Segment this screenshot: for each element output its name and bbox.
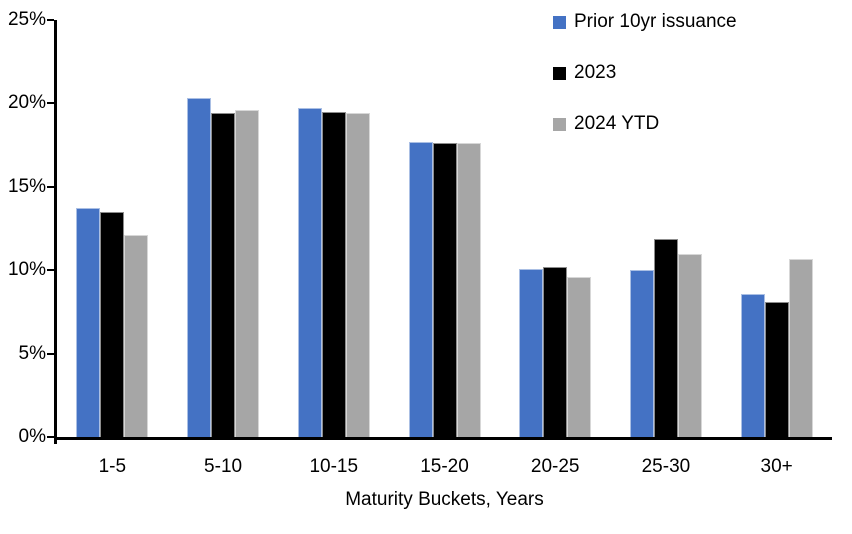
legend-swatch-icon [553, 117, 566, 131]
bar-2023 [653, 238, 678, 437]
y-tick-label: 5% [18, 342, 46, 364]
y-tick-mark [47, 352, 54, 355]
y-tick-mark [47, 185, 54, 188]
bar-2024-ytd [345, 113, 370, 437]
legend-item-2023: 2023 [553, 59, 616, 87]
x-tick-label: 10-15 [309, 456, 359, 477]
legend-swatch-icon [553, 66, 566, 80]
x-tick-label: 15-20 [420, 456, 469, 477]
y-tick-mark [47, 102, 54, 105]
y-tick-mark [47, 19, 54, 21]
bar-2023 [764, 301, 789, 437]
bar-2024-ytd [567, 276, 592, 437]
bar-2023 [321, 111, 346, 437]
legend-swatch-icon [553, 15, 566, 29]
x-tick-label: 20-25 [530, 456, 580, 477]
bar-2024-ytd [124, 235, 149, 437]
bar-prior-10yr-issuance [519, 268, 544, 437]
legend-item-prior-10yr-issuance: Prior 10yr issuance [553, 8, 737, 36]
y-tick-label: 20% [7, 92, 46, 114]
bar-2024-ytd [456, 143, 481, 437]
bar-prior-10yr-issuance [629, 270, 654, 437]
bar-2024-ytd [677, 253, 702, 437]
x-tick-label: 1-5 [98, 456, 127, 477]
bar-prior-10yr-issuance [76, 208, 101, 437]
y-tick-mark [47, 436, 54, 438]
bar-2023 [100, 211, 125, 437]
y-tick-label: 25% [7, 9, 46, 30]
bar-prior-10yr-issuance [740, 293, 765, 437]
bar-prior-10yr-issuance [408, 141, 433, 437]
bar-2024-ytd [788, 258, 813, 437]
bar-2023 [432, 143, 457, 437]
x-tick-label: 25-30 [641, 456, 691, 477]
bar-2023 [543, 266, 568, 437]
y-tick-label: 15% [7, 175, 46, 197]
y-tick-mark [47, 269, 54, 272]
legend-item-2024-ytd: 2024 YTD [553, 110, 659, 138]
legend-label: Prior 10yr issuance [574, 11, 737, 32]
y-tick-label: 10% [7, 259, 46, 281]
bar-2024-ytd [235, 110, 260, 437]
y-axis-line [54, 20, 57, 444]
bar-2023 [211, 113, 236, 437]
x-tick-label: 30+ [760, 456, 793, 477]
legend-label: 2024 YTD [574, 113, 660, 134]
bar-prior-10yr-issuance [187, 98, 212, 437]
x-axis-line [54, 437, 832, 440]
bar-prior-10yr-issuance [297, 108, 322, 437]
legend-label: 2023 [574, 62, 617, 83]
x-axis-title: Maturity Buckets, Years [345, 489, 544, 510]
y-tick-label: 0% [18, 426, 46, 447]
x-tick-label: 5-10 [204, 456, 243, 477]
